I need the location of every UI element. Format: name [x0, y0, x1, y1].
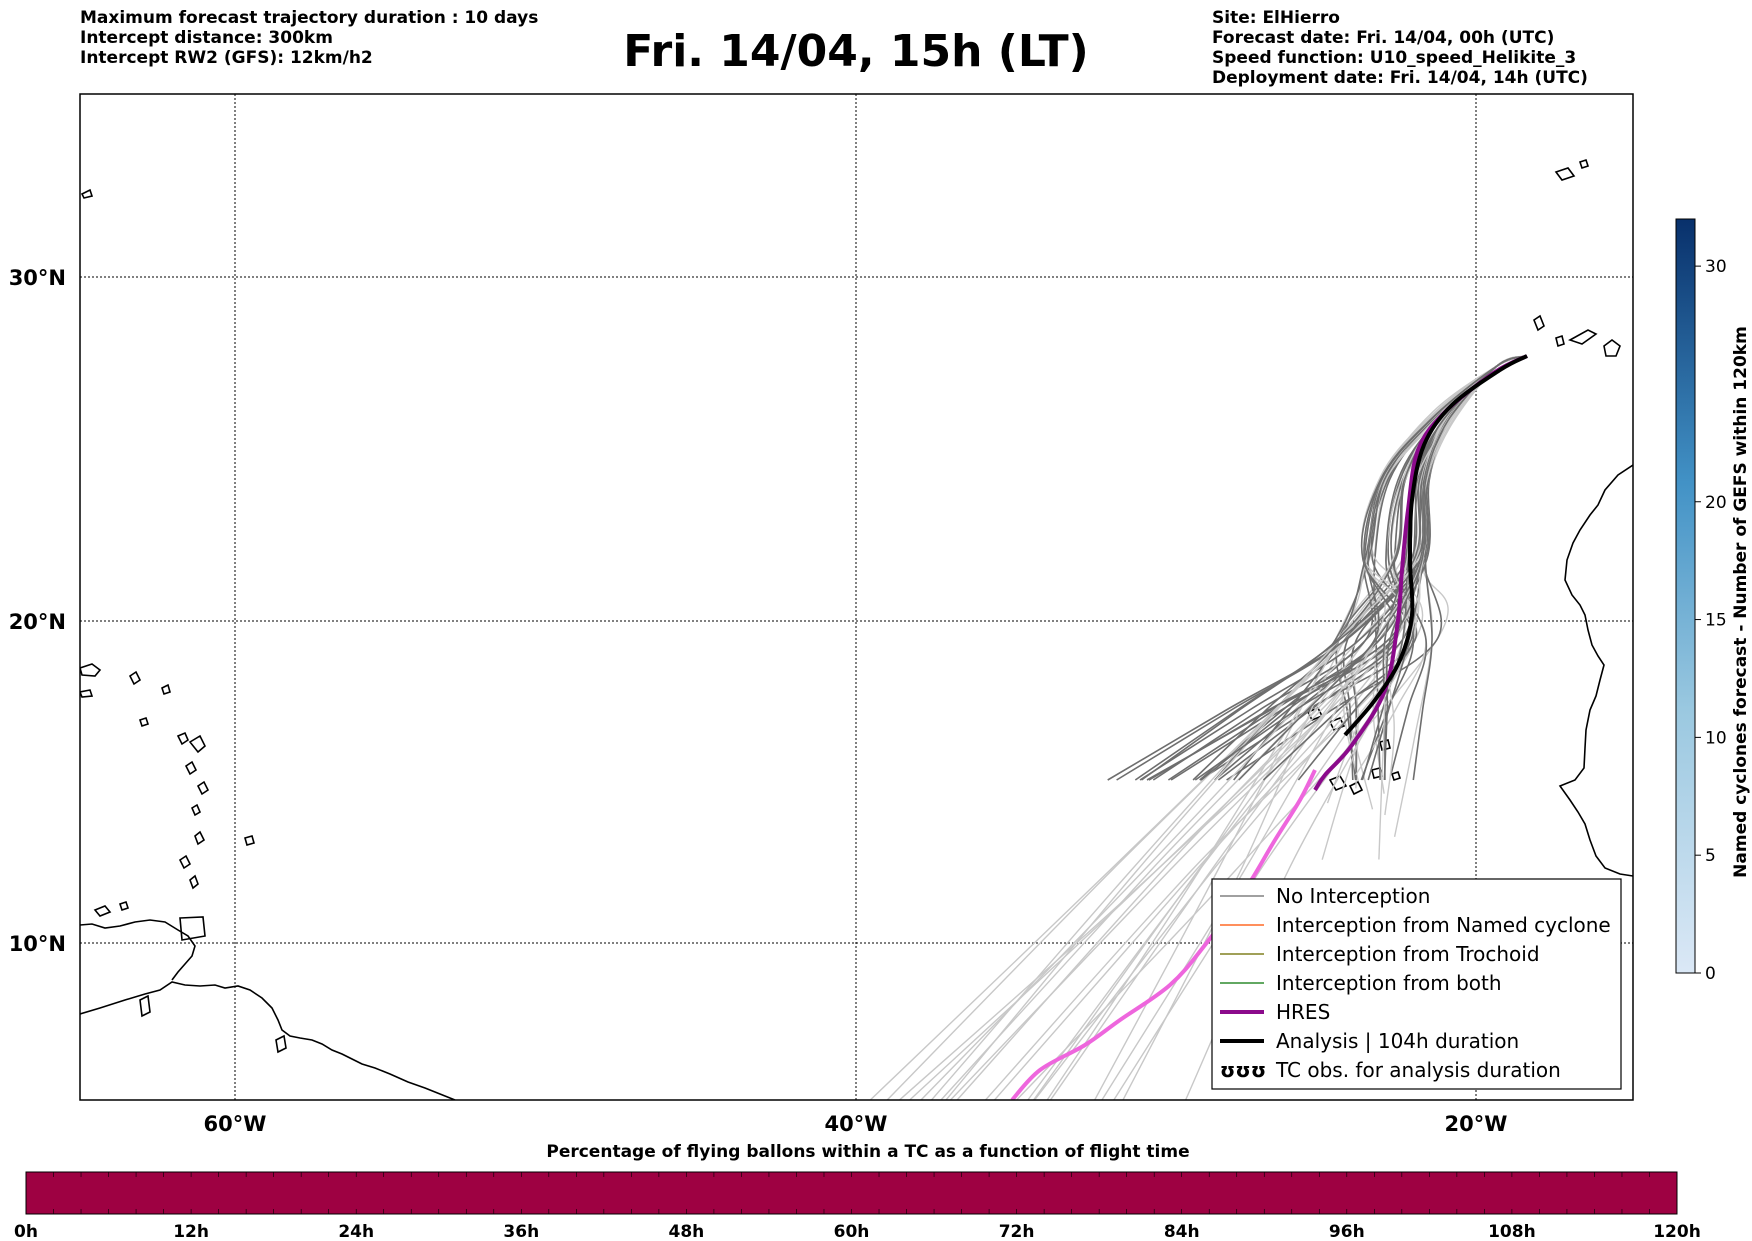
legend-label: No Interception	[1276, 884, 1430, 908]
analysis-trajectory	[1343, 354, 1528, 737]
south-america-coast	[80, 981, 456, 1100]
speed-function-text: Speed function: U10_speed_Helikite_3	[1212, 48, 1577, 68]
legend-label: HRES	[1276, 1000, 1330, 1024]
lon-tick-label: 40°W	[825, 1112, 888, 1136]
cyclone-colorbar: 0 5 10 15 20 30 Named cyclones forecast - Num…	[1675, 218, 1751, 984]
ensemble-trajectory-near	[1383, 355, 1528, 781]
madeira-islands	[1554, 158, 1590, 181]
legend: No Interception Interception from Named c…	[1211, 878, 1622, 1090]
analysis-path	[1343, 354, 1528, 737]
legend-label: TC obs. for analysis duration	[1275, 1058, 1561, 1082]
cyclone-colorbar-tick-label: 30	[1705, 257, 1727, 277]
africa-west-coast	[1558, 464, 1633, 877]
antilles-arc	[178, 734, 210, 890]
lat-tick-label: 30°N	[9, 266, 66, 290]
flight-time-tick-label: 60h	[834, 1222, 870, 1241]
map-frame	[79, 93, 1634, 1101]
legend-label: Analysis | 104h duration	[1276, 1029, 1519, 1053]
cyclone-colorbar-label: Named cyclones forecast - Number of GEFS…	[1731, 326, 1751, 878]
flight-time-tick-label: 84h	[1164, 1222, 1200, 1241]
ensemble-trajectory-far	[909, 355, 1528, 1100]
flight-time-tick-label: 24h	[338, 1222, 374, 1241]
lat-tick-label: 20°N	[9, 610, 66, 634]
latitude-tick-labels: 30°N 20°N 10°N	[9, 266, 66, 956]
trajectory-duration-text: Maximum forecast trajectory duration : 1…	[80, 8, 539, 28]
legend-box	[1211, 878, 1622, 1090]
forecast-info: Site: ElHierro Forecast date: Fri. 14/04…	[1212, 8, 1588, 88]
cyclone-colorbar-tick-label: 10	[1705, 728, 1727, 748]
map-title: Fri. 14/04, 15h (LT)	[623, 26, 1089, 77]
intercept-distance-text: Intercept distance: 300km	[80, 28, 333, 48]
legend-label: Interception from Trochoid	[1276, 942, 1540, 966]
flight-time-tick-label: 36h	[503, 1222, 539, 1241]
deployment-date-text: Deployment date: Fri. 14/04, 14h (UTC)	[1212, 68, 1588, 88]
flight-time-colorbar-fill	[25, 1171, 1678, 1215]
leeward-islands	[80, 663, 189, 746]
legend-label: Interception from Named cyclone	[1276, 913, 1611, 937]
hres-path-far	[1010, 769, 1317, 1100]
legend-symbol-tc-obs: ʊʊʊ	[1220, 1058, 1266, 1082]
coastlines	[80, 158, 1633, 1100]
flight-time-colorbar-title: Percentage of flying ballons within a TC…	[546, 1142, 1189, 1162]
flight-time-tick-label: 108h	[1488, 1222, 1536, 1241]
cyclone-colorbar-tick-label: 20	[1705, 493, 1727, 513]
barbados-island	[244, 835, 255, 846]
intercept-rw2-text: Intercept RW2 (GFS): 12km/h2	[80, 48, 373, 68]
cyclone-colorbar-tick-label: 15	[1705, 611, 1727, 631]
lat-tick-label: 10°N	[9, 932, 66, 956]
ensemble-trajectory-far	[1016, 355, 1528, 1100]
longitude-tick-labels: 60°W 40°W 20°W	[204, 1112, 1508, 1136]
flight-time-tick-label: 0h	[14, 1222, 38, 1241]
flight-time-tick-label: 48h	[669, 1222, 705, 1241]
lon-tick-label: 60°W	[204, 1112, 267, 1136]
cyclone-colorbar-tick-label: 5	[1705, 846, 1716, 866]
cyclone-colorbar-gradient	[1675, 218, 1696, 974]
legend-label: Interception from both	[1276, 971, 1502, 995]
cyclone-colorbar-tick-label: 0	[1705, 964, 1716, 984]
flight-time-tick-label: 72h	[999, 1222, 1035, 1241]
flight-time-tick-label: 120h	[1653, 1222, 1701, 1241]
site-text: Site: ElHierro	[1212, 8, 1340, 28]
azores-fragment	[80, 188, 94, 199]
gridlines	[80, 94, 1633, 1100]
flight-time-colorbar: Percentage of flying ballons within a TC…	[14, 1142, 1701, 1241]
flight-time-tick-label: 96h	[1329, 1222, 1365, 1241]
flight-time-tick-label: 12h	[173, 1222, 209, 1241]
small-caribbean-islands	[93, 900, 287, 1054]
caribbean-coast	[80, 919, 196, 981]
canary-islands	[1533, 314, 1621, 357]
forecast-date-text: Forecast date: Fri. 14/04, 00h (UTC)	[1212, 28, 1555, 48]
lon-tick-label: 20°W	[1445, 1112, 1508, 1136]
ensemble-trajectory-near	[1194, 355, 1528, 781]
trinidad-island	[179, 916, 206, 941]
run-parameters: Maximum forecast trajectory duration : 1…	[80, 8, 538, 68]
